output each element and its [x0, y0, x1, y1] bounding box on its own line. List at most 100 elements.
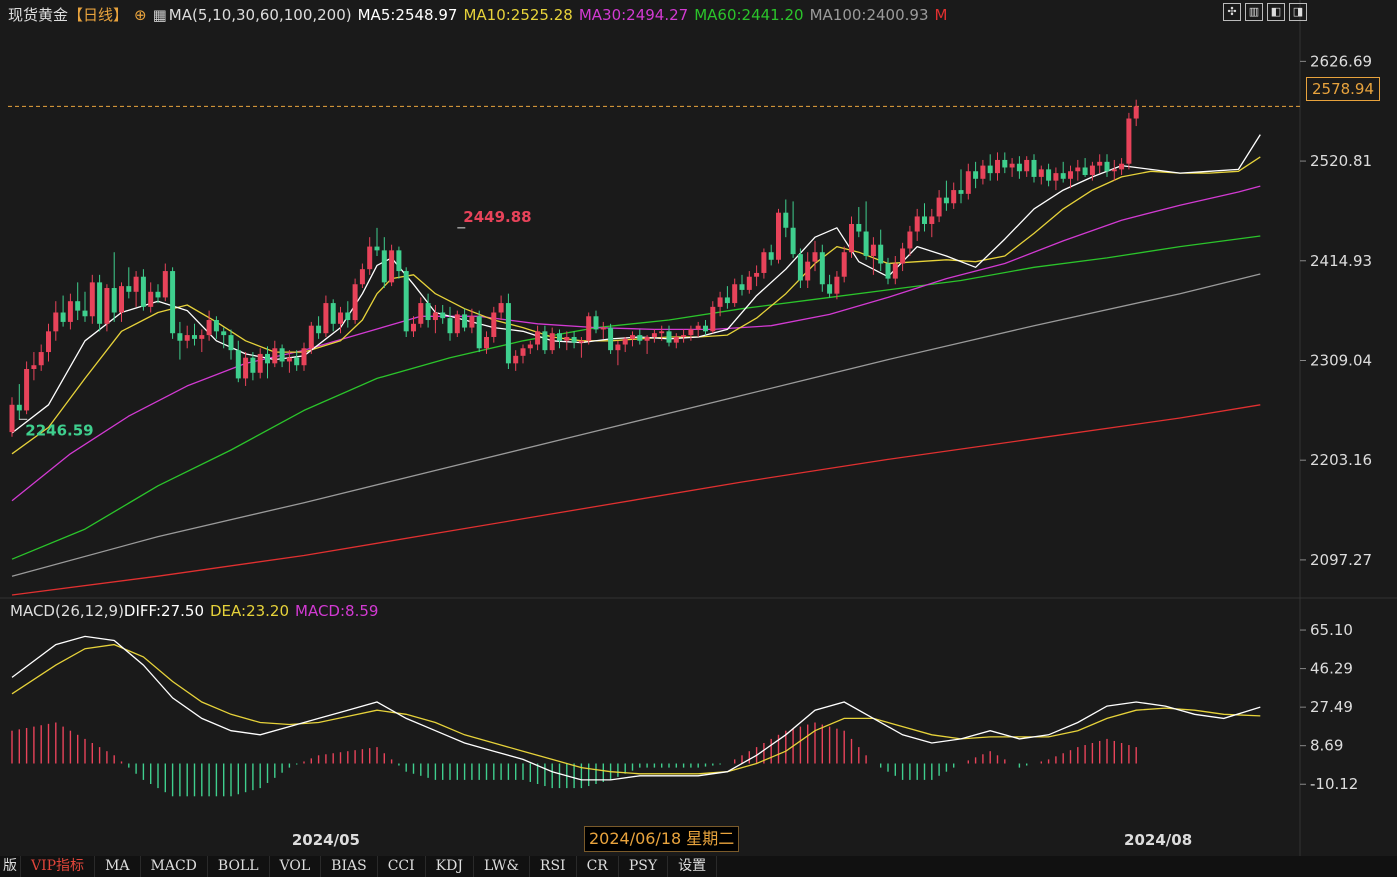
- candle-body: [286, 357, 292, 362]
- candle-body: [914, 216, 920, 232]
- candle-body: [1111, 169, 1117, 172]
- candle-body: [60, 312, 66, 322]
- candle-body: [82, 310, 88, 317]
- candle-body: [432, 312, 438, 321]
- tab-vol[interactable]: VOL: [270, 856, 322, 877]
- candle-body: [228, 335, 234, 351]
- candle-body: [359, 269, 365, 285]
- prev-icon[interactable]: ◧: [1267, 3, 1285, 21]
- candle-body: [776, 212, 781, 260]
- tab-ma[interactable]: MA: [95, 856, 141, 877]
- candle-body: [170, 271, 176, 334]
- tab-vip[interactable]: VIP指标: [21, 856, 96, 877]
- candle-body: [345, 312, 351, 321]
- macd-tick-label: 65.10: [1310, 621, 1353, 639]
- candle-body: [542, 331, 548, 351]
- candle-body: [1133, 106, 1139, 119]
- tab-cci[interactable]: CCI: [378, 856, 426, 877]
- candle-body: [520, 348, 526, 356]
- ma100-value: MA100:2400.93: [809, 6, 929, 24]
- candle-body: [97, 282, 103, 324]
- candle-body: [1126, 118, 1132, 164]
- tab-psy[interactable]: PSY: [619, 856, 669, 877]
- chart-header: 现货黄金【日线】 ⊕ ▦ MA(5,10,30,60,100,200) MA5:2548…: [8, 4, 953, 26]
- x-tick-label: 2024/05: [292, 831, 360, 849]
- y-tick-label: 2520.81: [1310, 152, 1372, 170]
- candle-body: [213, 320, 219, 332]
- tab-settings[interactable]: 设置: [668, 856, 718, 877]
- candle-body: [724, 297, 730, 304]
- candle-body: [856, 223, 862, 232]
- candle-body: [943, 197, 949, 204]
- ma-icon[interactable]: ▦: [152, 6, 167, 24]
- candle-body: [257, 353, 263, 373]
- tab-boll[interactable]: BOLL: [208, 856, 270, 877]
- tab-cr[interactable]: CR: [577, 856, 619, 877]
- high-annotation: 2449.88: [463, 208, 531, 226]
- crosshair-icon[interactable]: ⊕: [134, 6, 147, 24]
- ma60-value: MA60:2441.20: [694, 6, 804, 24]
- diff-line: [11, 635, 1261, 781]
- candle-body: [243, 357, 249, 379]
- candle-body: [637, 335, 643, 341]
- candle-body: [951, 190, 957, 204]
- candle-body: [995, 159, 1000, 174]
- candle-body: [703, 325, 708, 332]
- candle-body: [46, 331, 51, 353]
- candle-body: [710, 306, 716, 332]
- tab-rsi[interactable]: RSI: [530, 856, 577, 877]
- candle-body: [119, 286, 124, 313]
- candle-body: [732, 284, 738, 304]
- candle-body: [75, 301, 81, 311]
- period-label[interactable]: 【日线】: [68, 6, 129, 24]
- tab-edition[interactable]: 版: [0, 856, 21, 877]
- candle-body: [301, 348, 307, 366]
- candle-body: [630, 335, 635, 339]
- tab-bias[interactable]: BIAS: [321, 856, 378, 877]
- candle-body: [476, 316, 482, 349]
- y-tick-label: 2414.93: [1310, 252, 1372, 270]
- macd-label: MACD(26,12,9): [10, 602, 124, 620]
- candle-body: [922, 216, 927, 224]
- candle-body: [1104, 161, 1110, 172]
- candle-body: [352, 284, 358, 321]
- candle-body: [53, 312, 59, 332]
- fit-icon[interactable]: ✣: [1223, 3, 1241, 21]
- candle-body: [878, 244, 884, 264]
- candle-body: [834, 276, 840, 294]
- candle-body: [9, 404, 15, 433]
- candle-body: [790, 227, 796, 255]
- candle-body: [761, 252, 767, 273]
- candle-body: [600, 327, 606, 330]
- candle-body: [440, 312, 446, 319]
- candle-body: [338, 312, 343, 324]
- candle-body: [651, 333, 657, 337]
- macd-header: MACD(26,12,9)DIFF:27.50 DEA:23.20 MACD:8.5…: [10, 600, 384, 622]
- y-tick-label: 2203.16: [1310, 451, 1372, 469]
- tab-lw[interactable]: LW&: [474, 856, 530, 877]
- candle-body: [308, 325, 314, 349]
- candle-body: [367, 246, 373, 270]
- candle-body: [717, 297, 723, 307]
- candle-body: [805, 261, 811, 281]
- macd-tick-label: 46.29: [1310, 660, 1353, 678]
- candle-body: [462, 314, 468, 328]
- ma200-line: [11, 404, 1261, 596]
- candle-body: [622, 338, 628, 345]
- candle-body: [177, 333, 183, 341]
- candle-body: [31, 365, 37, 369]
- layout-icon[interactable]: ▥: [1245, 3, 1263, 21]
- tab-kdj[interactable]: KDJ: [426, 856, 474, 877]
- tab-macd[interactable]: MACD: [141, 856, 208, 877]
- candle-body: [206, 320, 212, 336]
- candle-body: [907, 231, 913, 249]
- candle-body: [199, 335, 205, 339]
- candle-body: [783, 212, 789, 228]
- candle-body: [381, 250, 387, 283]
- next-icon[interactable]: ◨: [1289, 3, 1307, 21]
- candle-body: [250, 357, 256, 373]
- candle-body: [140, 276, 146, 307]
- candle-body: [133, 276, 139, 292]
- candle-body: [973, 171, 979, 179]
